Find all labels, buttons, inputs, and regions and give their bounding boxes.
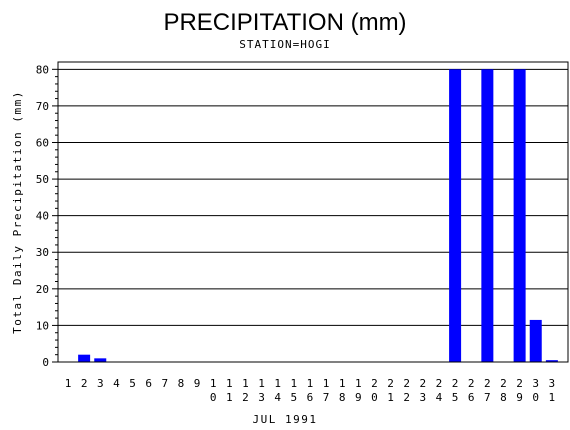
bar-day-31 [545,360,558,362]
chart-subtitle: STATION=HOGI [239,38,330,51]
y-tick-label: 70 [36,100,49,113]
y-axis-ticks: 0 10 20 30 40 50 60 70 80 [36,63,58,369]
x-tick-label: 7 [161,377,168,390]
bar-day-30 [529,319,542,362]
y-tick-label: 20 [36,283,49,296]
x-tick-label: 2 [81,377,88,390]
y-tick-label: 80 [36,63,49,76]
bar-day-2 [78,354,91,362]
bar-day-27 [481,69,494,362]
y-tick-label: 0 [42,356,49,369]
bar-day-3 [94,358,107,362]
y-tick-label: 60 [36,136,49,149]
y-tick-label: 10 [36,319,49,332]
bar-day-29 [513,69,526,362]
y-tick-label: 40 [36,210,49,223]
y-axis-label: Total Daily Precipitation (mm) [11,90,24,334]
chart-title: PRECIPITATION (mm) [163,9,406,36]
bars [78,69,558,362]
x-tick-label: 5 [129,377,136,390]
x-axis-ticks: 1 2 3 4 5 6 7 8 9 1 01 11 21 31 41 51 61 71 81 92 02 12 22 32 42… [65,377,555,404]
x-tick-label: 1 [65,377,72,390]
x-tick-label: 8 [178,377,185,390]
x-tick-label: 6 [145,377,152,390]
x-axis-label: JUL 1991 [253,413,318,426]
x-tick-label: 9 [194,377,201,390]
y-tick-label: 30 [36,246,49,259]
y-tick-label: 50 [36,173,49,186]
bar-day-25 [449,69,462,362]
x-tick-label: 4 [113,377,120,390]
gridlines [58,68,568,326]
plot-frame [57,61,569,363]
x-tick-label: 3 [97,377,104,390]
